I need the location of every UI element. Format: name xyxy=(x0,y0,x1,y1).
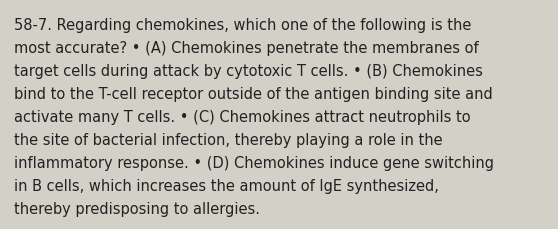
Text: target cells during attack by cytotoxic T cells. • (B) Chemokines: target cells during attack by cytotoxic … xyxy=(14,64,483,79)
Text: in B cells, which increases the amount of IgE synthesized,: in B cells, which increases the amount o… xyxy=(14,178,439,193)
Text: inflammatory response. • (D) Chemokines induce gene switching: inflammatory response. • (D) Chemokines … xyxy=(14,155,494,170)
Text: thereby predisposing to allergies.: thereby predisposing to allergies. xyxy=(14,201,260,216)
Text: activate many T cells. • (C) Chemokines attract neutrophils to: activate many T cells. • (C) Chemokines … xyxy=(14,109,470,124)
Text: most accurate? • (A) Chemokines penetrate the membranes of: most accurate? • (A) Chemokines penetrat… xyxy=(14,41,479,56)
Text: 58-7. Regarding chemokines, which one of the following is the: 58-7. Regarding chemokines, which one of… xyxy=(14,18,472,33)
Text: bind to the T-cell receptor outside of the antigen binding site and: bind to the T-cell receptor outside of t… xyxy=(14,87,493,101)
Text: the site of bacterial infection, thereby playing a role in the: the site of bacterial infection, thereby… xyxy=(14,132,442,147)
